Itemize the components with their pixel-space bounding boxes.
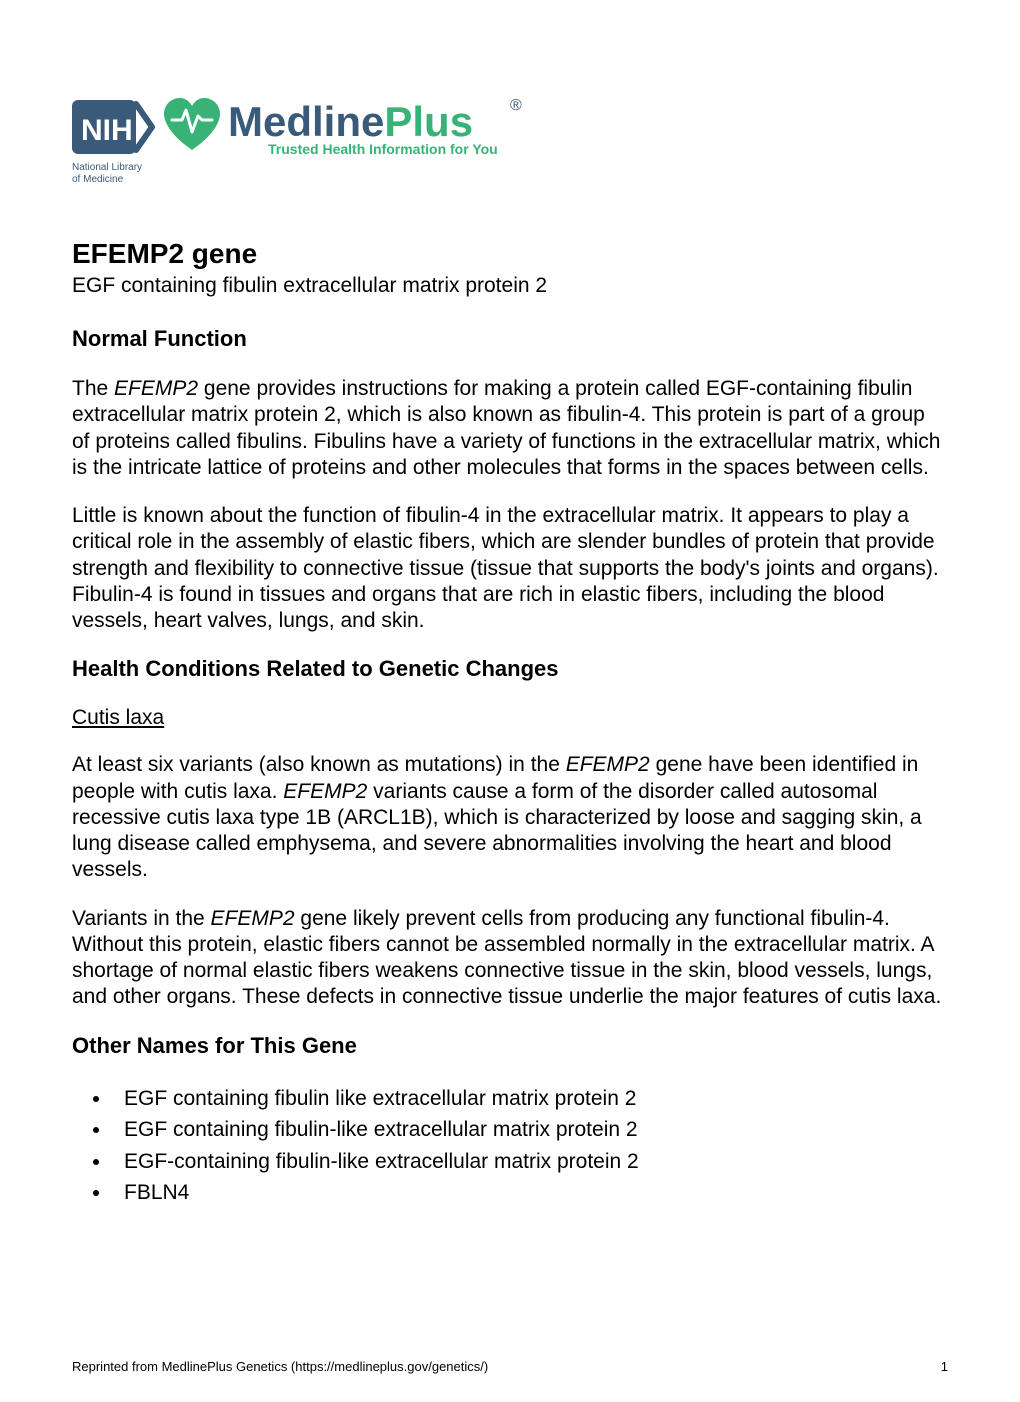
normal-function-heading: Normal Function (72, 326, 948, 352)
health-conditions-heading: Health Conditions Related to Genetic Cha… (72, 656, 948, 682)
normal-function-para1: The EFEMP2 gene provides instructions fo… (72, 376, 948, 481)
footer-pagenum: 1 (941, 1359, 948, 1374)
health-conditions-para2: Variants in the EFEMP2 gene likely preve… (72, 906, 948, 1011)
gene-italic: EFEMP2 (211, 907, 295, 930)
medlineplus-logo: NIH National Library of Medicine Medline… (72, 90, 542, 190)
text-span: At least six variants (also known as mut… (72, 753, 566, 776)
footer-reprint: Reprinted from MedlinePlus Genetics (htt… (72, 1359, 488, 1374)
gene-italic: EFEMP2 (283, 780, 367, 803)
list-item: EGF-containing fibulin-like extracellula… (112, 1146, 948, 1178)
text-span: gene provides instructions for making a … (72, 377, 940, 479)
svg-text:of Medicine: of Medicine (72, 174, 124, 185)
gene-italic: EFEMP2 (566, 753, 650, 776)
svg-text:NIH: NIH (81, 114, 133, 147)
text-span: The (72, 377, 114, 400)
gene-italic: EFEMP2 (114, 377, 198, 400)
text-span: Variants in the (72, 907, 211, 930)
svg-text:Trusted Health Information for: Trusted Health Information for You (268, 141, 498, 157)
svg-text:National Library: National Library (72, 162, 142, 173)
list-item: EGF containing fibulin like extracellula… (112, 1083, 948, 1115)
list-item: FBLN4 (112, 1177, 948, 1209)
other-names-list: EGF containing fibulin like extracellula… (72, 1083, 948, 1209)
logo-block: NIH National Library of Medicine Medline… (72, 90, 948, 190)
gene-name-heading: EFEMP2 gene (72, 238, 948, 270)
normal-function-para2: Little is known about the function of fi… (72, 503, 948, 634)
cutis-laxa-subheading: Cutis laxa (72, 706, 948, 730)
page-footer: Reprinted from MedlinePlus Genetics (htt… (72, 1359, 948, 1374)
svg-text:®: ® (510, 97, 522, 114)
health-conditions-para1: At least six variants (also known as mut… (72, 752, 948, 883)
list-item: EGF containing fibulin-like extracellula… (112, 1114, 948, 1146)
svg-text:MedlinePlus: MedlinePlus (228, 98, 473, 145)
other-names-heading: Other Names for This Gene (72, 1033, 948, 1059)
gene-fullname: EGF containing fibulin extracellular mat… (72, 274, 948, 298)
